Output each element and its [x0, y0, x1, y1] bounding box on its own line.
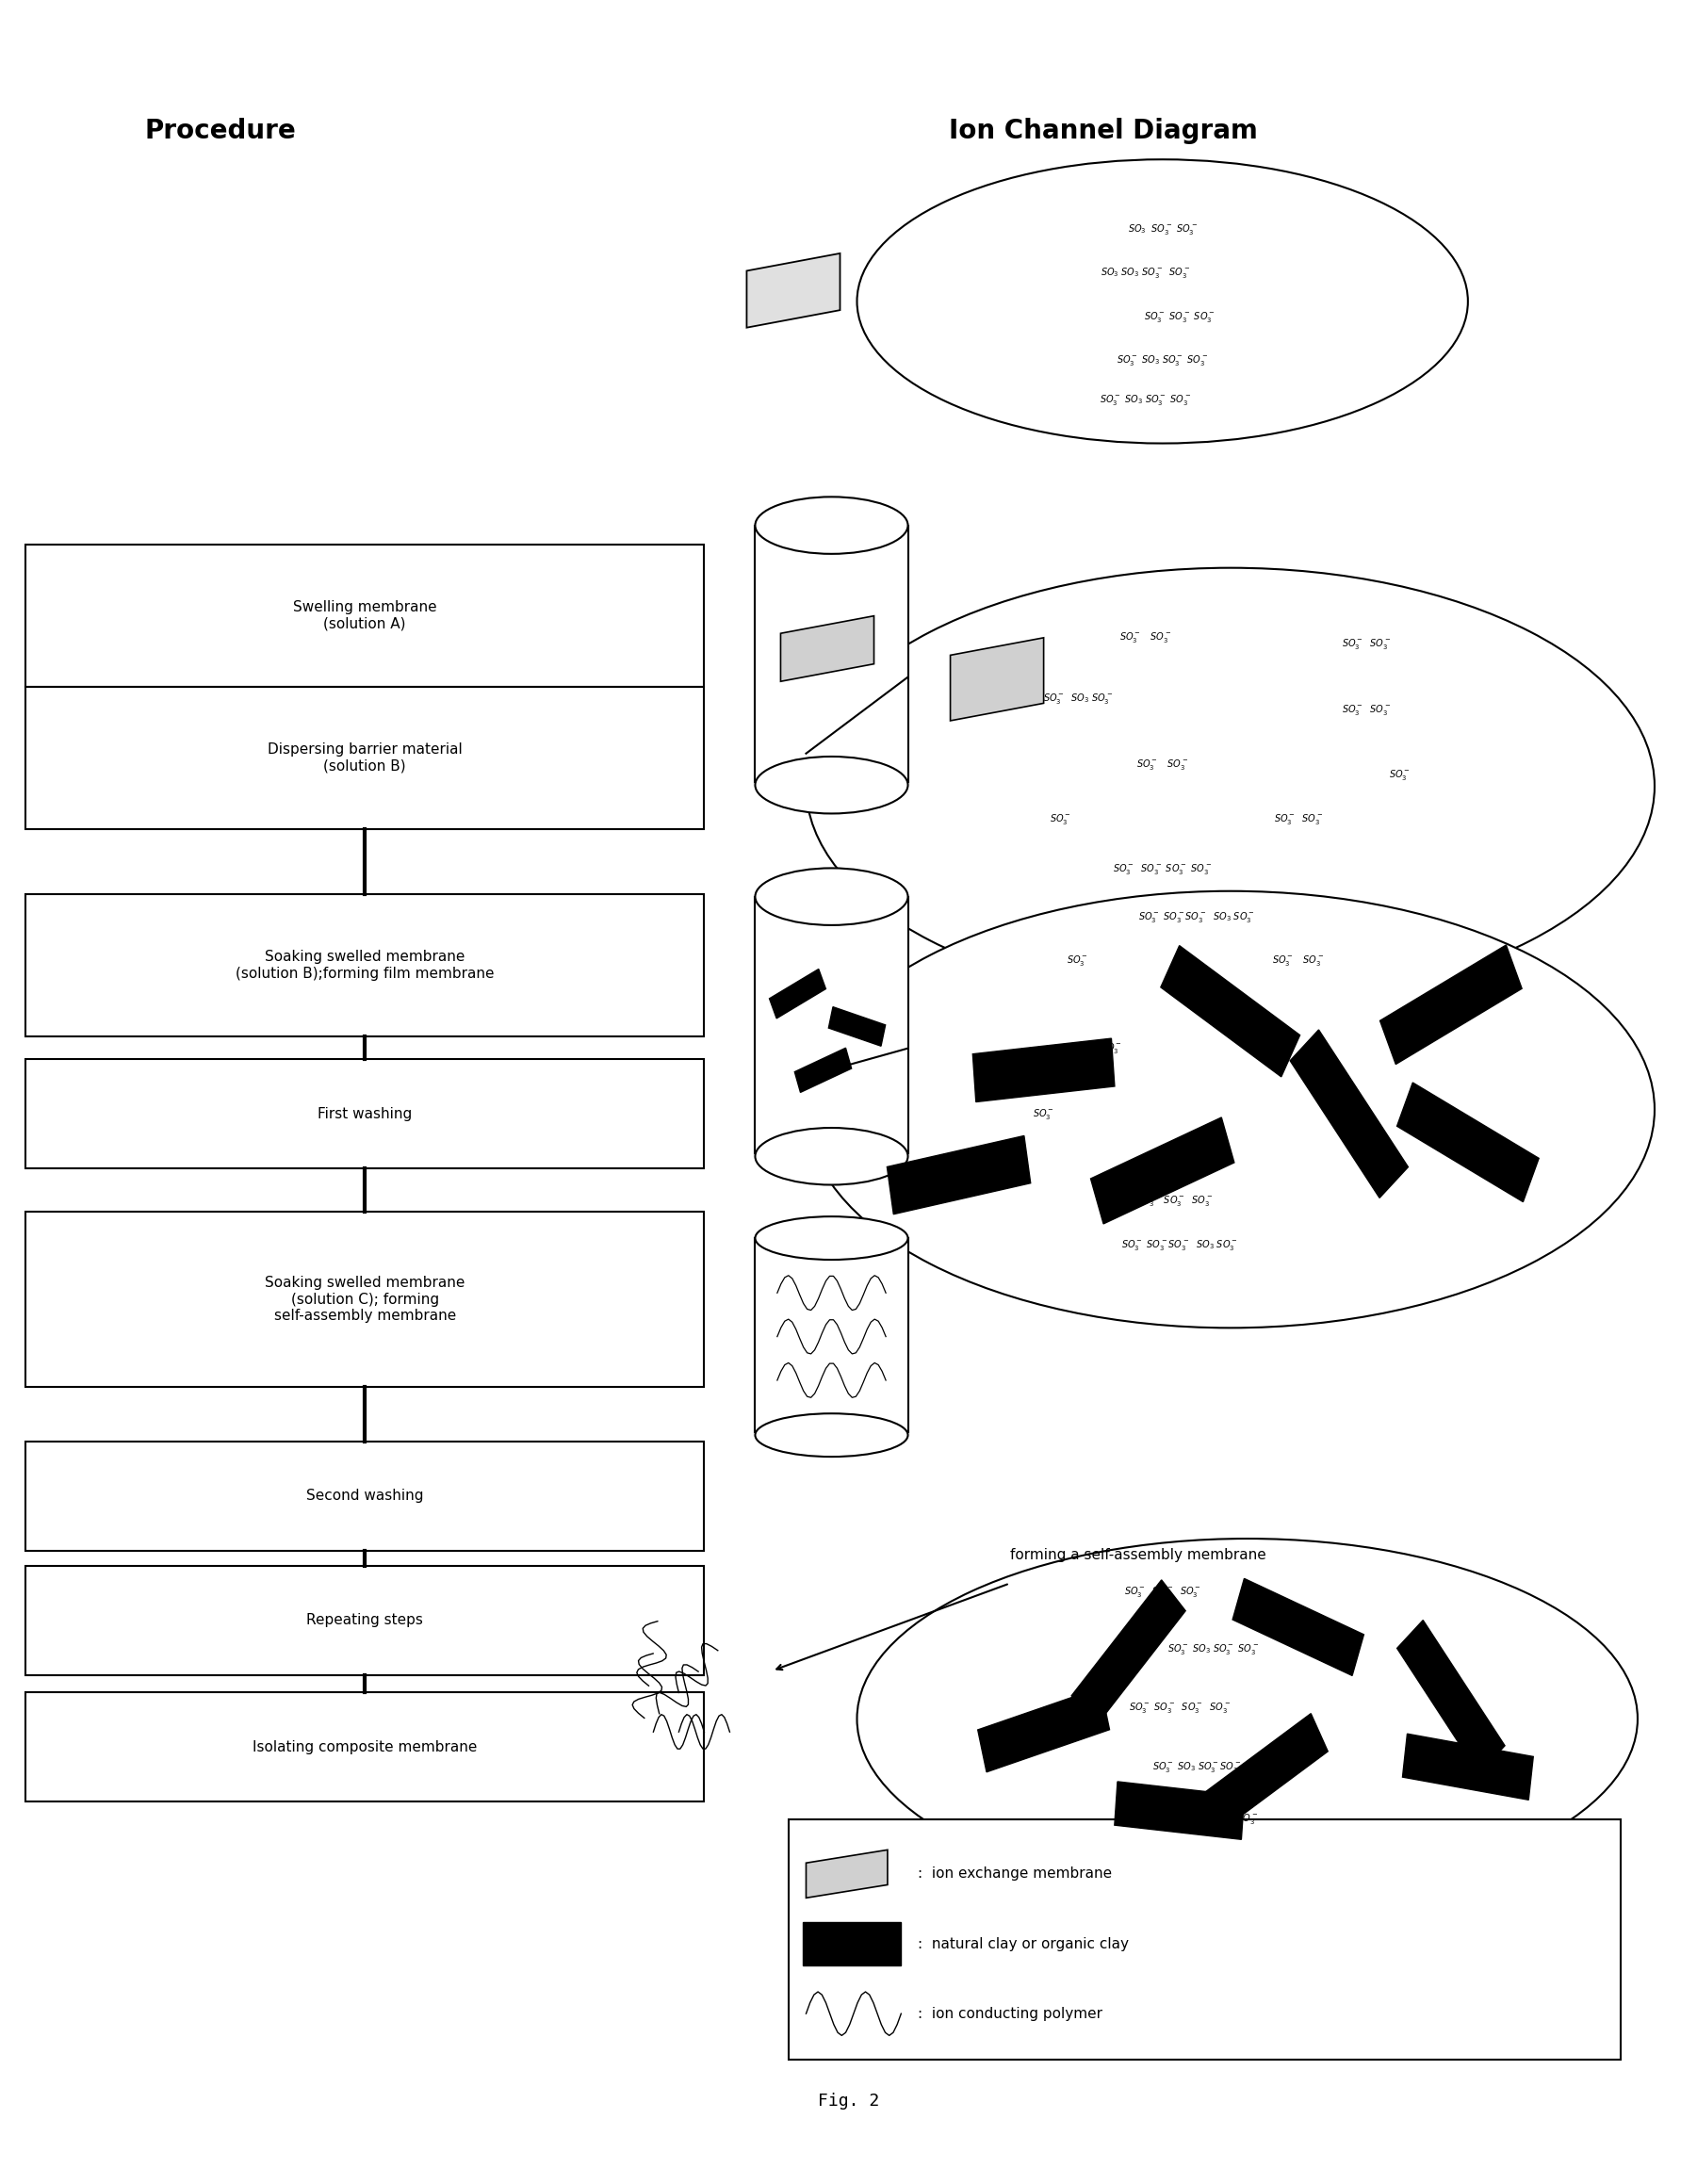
Bar [888, 1136, 1030, 1214]
Text: Second washing: Second washing [305, 1489, 424, 1503]
Text: $SO_3^-$  $SO_3^-$: $SO_3^-$ $SO_3^-$ [1341, 638, 1392, 651]
Text: $SO_3^-$ $SO_3$ $SO_3^-SO_3^-$: $SO_3^-$ $SO_3$ $SO_3^-SO_3^-$ [1152, 1760, 1241, 1773]
Text: $SO_3^-$: $SO_3^-$ [1050, 812, 1071, 826]
Bar [1201, 1714, 1327, 1832]
Ellipse shape [857, 159, 1468, 443]
Bar [977, 1688, 1110, 1771]
Bar [803, 1922, 901, 1966]
Text: $SO_3^-$   $SO_3^-$: $SO_3^-$ $SO_3^-$ [1137, 758, 1188, 771]
Ellipse shape [806, 568, 1655, 1005]
Text: Soaking swelled membrane
(solution C); forming
self-assembly membrane: Soaking swelled membrane (solution C); f… [265, 1275, 465, 1324]
FancyBboxPatch shape [25, 1693, 704, 1802]
Bar [755, 898, 908, 1155]
Text: $SO_3^-$   $SO_3^-$: $SO_3^-$ $SO_3^-$ [1120, 631, 1171, 644]
Text: $SO_3^-$ $SO_3$ $SO_3^-$ $SO_3^-$: $SO_3^-$ $SO_3$ $SO_3^-$ $SO_3^-$ [1168, 1642, 1259, 1655]
Bar [1397, 1621, 1505, 1773]
FancyBboxPatch shape [25, 686, 704, 828]
FancyBboxPatch shape [25, 1059, 704, 1168]
Text: $SO_3$ $SO_3$ $SO_3^-$  $SO_3^-$: $SO_3$ $SO_3$ $SO_3^-$ $SO_3^-$ [1100, 266, 1191, 280]
FancyBboxPatch shape [25, 1212, 704, 1387]
Bar [753, 1153, 910, 1158]
Text: $SO_3^-$: $SO_3^-$ [1033, 1107, 1054, 1120]
Text: $SO_3^-$: $SO_3^-$ [1101, 1042, 1122, 1055]
Text: Dispersing barrier material
(solution B): Dispersing barrier material (solution B) [268, 743, 462, 773]
Text: $SO_3^-$: $SO_3^-$ [1407, 1107, 1427, 1120]
Bar [1115, 1782, 1244, 1839]
Text: $SO_3^-$  $SO_3^-$  $SO_3^-$: $SO_3^-$ $SO_3^-$ $SO_3^-$ [1123, 1586, 1201, 1599]
Ellipse shape [755, 867, 908, 926]
Text: Isolating composite membrane: Isolating composite membrane [253, 1741, 477, 1754]
Text: Soaking swelled membrane
(solution B);forming film membrane: Soaking swelled membrane (solution B);fo… [236, 950, 494, 981]
Bar [1290, 1031, 1409, 1197]
Bar [753, 782, 910, 786]
Bar [1380, 946, 1522, 1064]
FancyBboxPatch shape [789, 1819, 1621, 2060]
Text: $SO_3^-$ $SO_3$ $SO_3^-$ $SO_3^-$: $SO_3^-$ $SO_3$ $SO_3^-$ $SO_3^-$ [1100, 393, 1191, 406]
FancyBboxPatch shape [25, 1441, 704, 1551]
Bar [1397, 1083, 1539, 1201]
Text: $SO_3^-$: $SO_3^-$ [1390, 769, 1410, 782]
Bar [1161, 946, 1300, 1077]
Bar [1071, 1579, 1186, 1728]
Text: $SO_3^-$: $SO_3^-$ [1067, 954, 1088, 968]
Bar [769, 970, 826, 1018]
Polygon shape [806, 1850, 888, 1898]
Text: $SO_3^-$ $SO_3^-SO_3^-$  $SO_3$ $SO_3^-$: $SO_3^-$ $SO_3^-SO_3^-$ $SO_3$ $SO_3^-$ [1122, 1238, 1237, 1251]
Text: $SO_3^-$: $SO_3^-$ [1271, 1042, 1291, 1055]
Text: $SO_3^-$  $SO_3^-$: $SO_3^-$ $SO_3^-$ [1341, 703, 1392, 716]
Ellipse shape [857, 1538, 1638, 1898]
Text: $SO_3$  $SO_3^-$ $SO_3^-$: $SO_3$ $SO_3^-$ $SO_3^-$ [1127, 223, 1198, 236]
Bar [1091, 1118, 1234, 1223]
Bar [1232, 1579, 1364, 1675]
Ellipse shape [755, 1216, 908, 1260]
Ellipse shape [755, 1413, 908, 1457]
Polygon shape [747, 253, 840, 328]
Text: $SO_3^-$  $SO_3^-$: $SO_3^-$ $SO_3^-$ [1273, 812, 1324, 826]
FancyBboxPatch shape [25, 1566, 704, 1675]
Text: $SO_3^-$   $SO_3^-$: $SO_3^-$ $SO_3^-$ [1273, 954, 1324, 968]
Text: Ion Channel Diagram: Ion Channel Diagram [949, 118, 1257, 144]
Polygon shape [950, 638, 1044, 721]
Ellipse shape [755, 1127, 908, 1184]
Bar [753, 1433, 910, 1437]
Ellipse shape [755, 756, 908, 815]
Text: $SO_3^-$ $SO_3^-$ $SO_3^-$: $SO_3^-$ $SO_3^-$ $SO_3^-$ [1144, 310, 1215, 323]
Text: :  ion exchange membrane: : ion exchange membrane [918, 1867, 1112, 1880]
Text: forming a self-assembly membrane: forming a self-assembly membrane [1010, 1548, 1266, 1562]
Bar [755, 1238, 908, 1435]
Text: Procedure: Procedure [144, 118, 297, 144]
Text: $SO_3^-$ $SO_3$ $SO_3^-SO_3^-$: $SO_3^-$ $SO_3$ $SO_3^-SO_3^-$ [1169, 1813, 1257, 1826]
Text: :  ion conducting polymer: : ion conducting polymer [918, 2007, 1103, 2020]
Bar [972, 1037, 1115, 1103]
Text: $SO_3^-$  $SO_3$ $SO_3^-$: $SO_3^-$ $SO_3$ $SO_3^-$ [1042, 692, 1113, 705]
Text: First washing: First washing [317, 1107, 412, 1120]
Text: Repeating steps: Repeating steps [307, 1614, 423, 1627]
Text: Swelling membrane
(solution A): Swelling membrane (solution A) [294, 601, 436, 631]
Text: $SO_3^-$  $SO_3^-$ $SO_3^-$ $SO_3^-$: $SO_3^-$ $SO_3^-$ $SO_3^-$ $SO_3^-$ [1113, 863, 1212, 876]
Bar [828, 1007, 886, 1046]
Text: Fig. 2: Fig. 2 [818, 2092, 879, 2110]
Bar [794, 1048, 852, 1092]
Text: $SO_3^-$ $SO_3^-$  $SO_3^-$  $SO_3^-$: $SO_3^-$ $SO_3^-$ $SO_3^-$ $SO_3^-$ [1112, 1195, 1213, 1208]
FancyBboxPatch shape [25, 546, 704, 686]
Polygon shape [781, 616, 874, 681]
Text: :  natural clay or organic clay: : natural clay or organic clay [918, 1937, 1129, 1950]
Bar [1402, 1734, 1534, 1800]
FancyBboxPatch shape [25, 895, 704, 1035]
Ellipse shape [806, 891, 1655, 1328]
Ellipse shape [755, 496, 908, 555]
Bar [755, 526, 908, 784]
Text: $SO_3^-$ $SO_3^-SO_3^-$  $SO_3$ $SO_3^-$: $SO_3^-$ $SO_3^-SO_3^-$ $SO_3$ $SO_3^-$ [1139, 911, 1254, 924]
Text: $SO_3^-$ $SO_3^-$  $SO_3^-$  $SO_3^-$: $SO_3^-$ $SO_3^-$ $SO_3^-$ $SO_3^-$ [1129, 1701, 1230, 1714]
Text: $SO_3^-$ $SO_3$ $SO_3^-$ $SO_3^-$: $SO_3^-$ $SO_3$ $SO_3^-$ $SO_3^-$ [1117, 354, 1208, 367]
